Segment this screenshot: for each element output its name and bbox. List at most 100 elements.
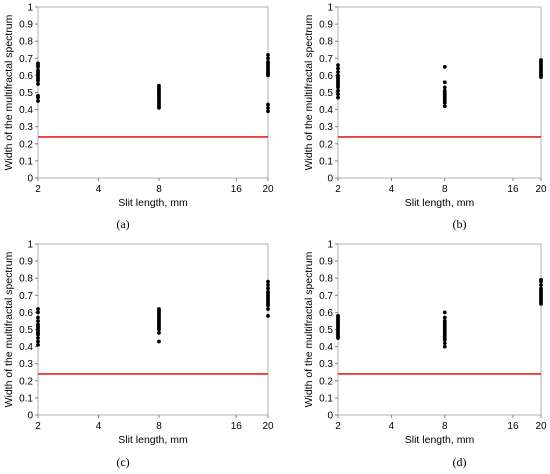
data-point [539, 283, 543, 287]
plot-frame [337, 6, 542, 179]
data-point [442, 80, 447, 85]
y-tick-label: 0.7 [19, 291, 33, 302]
data-point [336, 66, 340, 71]
panel-a: 0 0.1 0.2 0.3 0.4 0.5 0.6 0.7 0.8 0.9 1 2 4 8 16 20 Slit… [3, 3, 274, 232]
x-tick-label: 4 [389, 184, 395, 195]
data-point [157, 83, 161, 88]
x-tick-label: 20 [262, 184, 274, 195]
data-point [36, 315, 40, 320]
y-tick-label: 0.6 [319, 308, 333, 319]
y-tick-label: 0.5 [19, 325, 33, 336]
data-point [336, 92, 340, 97]
data-point [336, 88, 340, 93]
y-axis-label: Width of the multifractal spectrum [303, 251, 315, 407]
data-point [36, 99, 40, 103]
y-axis-label: Width of the multifractal spectrum [3, 14, 15, 170]
y-tick-label: 1 [27, 3, 33, 14]
data-point [442, 319, 447, 323]
data-point [157, 339, 161, 344]
data-point [36, 310, 40, 315]
y-tick-label: 0.8 [19, 37, 33, 48]
data-point [442, 85, 447, 90]
data-point [266, 283, 270, 287]
y-tick-label: 0.3 [19, 122, 33, 133]
data-point [336, 313, 340, 318]
y-tick-label: 0.8 [319, 274, 333, 285]
y-tick-label: 0.4 [319, 342, 333, 353]
y-tick-label: 0.6 [19, 308, 33, 319]
data-point [36, 68, 40, 73]
y-tick-label: 0.2 [319, 376, 333, 387]
x-tick-label: 4 [389, 421, 395, 432]
y-tick-label: 0 [327, 174, 333, 185]
data-point [442, 64, 447, 69]
data-point [266, 105, 270, 110]
y-tick-label: 0.8 [19, 274, 33, 285]
x-tick-label: 16 [507, 421, 519, 432]
y-tick-label: 0.4 [19, 342, 33, 353]
plot-frame [37, 243, 269, 416]
y-tick-label: 1 [27, 240, 33, 251]
y-tick-label: 1 [327, 3, 333, 14]
x-tick-label: 2 [335, 184, 341, 195]
data-point [336, 95, 340, 100]
y-tick-label: 0.5 [19, 88, 33, 99]
x-axis-label: Slit length, mm [118, 197, 188, 209]
x-tick-label: 16 [507, 184, 519, 195]
y-tick-label: 0.5 [319, 325, 333, 336]
panel-caption: (b) [453, 217, 467, 231]
data-point [36, 322, 40, 327]
data-point [36, 307, 40, 311]
data-point [442, 315, 447, 320]
y-tick-label: 0.9 [319, 257, 333, 268]
y-tick-label: 0.1 [19, 393, 33, 404]
y-tick-label: 0 [27, 411, 33, 422]
data-point [442, 104, 447, 109]
x-tick-label: 2 [35, 184, 41, 195]
data-point [266, 56, 270, 61]
y-tick-label: 0.9 [319, 20, 333, 31]
y-tick-label: 0.1 [319, 393, 333, 404]
data-point [36, 336, 40, 340]
data-point [336, 70, 340, 74]
y-tick-label: 0.3 [19, 359, 33, 370]
data-point [539, 58, 543, 62]
y-tick-label: 0 [327, 411, 333, 422]
x-tick-label: 8 [156, 421, 162, 432]
panel-caption: (d) [453, 455, 467, 469]
plot-frame [337, 243, 542, 416]
y-tick-label: 0.2 [19, 376, 33, 387]
data-point [539, 286, 543, 291]
panel-c: 0 0.1 0.2 0.3 0.4 0.5 0.6 0.7 0.8 0.9 1 2 4 8 16 20 Slit… [3, 240, 274, 470]
data-point [442, 344, 447, 349]
data-point [36, 94, 40, 98]
y-tick-label: 0.4 [319, 105, 333, 116]
data-point [266, 59, 270, 64]
data-point [266, 289, 270, 294]
y-tick-label: 0.6 [19, 71, 33, 82]
data-point [157, 331, 161, 335]
x-tick-label: 20 [535, 184, 547, 195]
data-point [266, 286, 270, 291]
panel-caption: (a) [116, 217, 129, 231]
data-point [266, 279, 270, 284]
data-point [266, 102, 270, 107]
y-tick-label: 0.7 [19, 54, 33, 65]
data-point [336, 73, 340, 78]
x-tick-label: 4 [96, 184, 102, 195]
y-tick-label: 0.7 [319, 291, 333, 302]
x-tick-label: 8 [156, 184, 162, 195]
y-tick-label: 0.9 [19, 20, 33, 31]
data-point [442, 310, 447, 315]
x-tick-label: 2 [35, 421, 41, 432]
x-tick-label: 8 [442, 184, 448, 195]
y-tick-label: 0.2 [19, 139, 33, 150]
y-axis-label: Width of the multifractal spectrum [303, 14, 315, 170]
y-tick-label: 0 [27, 174, 33, 185]
data-point [36, 339, 40, 344]
y-tick-label: 0.6 [319, 71, 333, 82]
y-tick-label: 0.9 [19, 257, 33, 268]
y-tick-label: 1 [327, 240, 333, 251]
data-point [442, 341, 447, 346]
